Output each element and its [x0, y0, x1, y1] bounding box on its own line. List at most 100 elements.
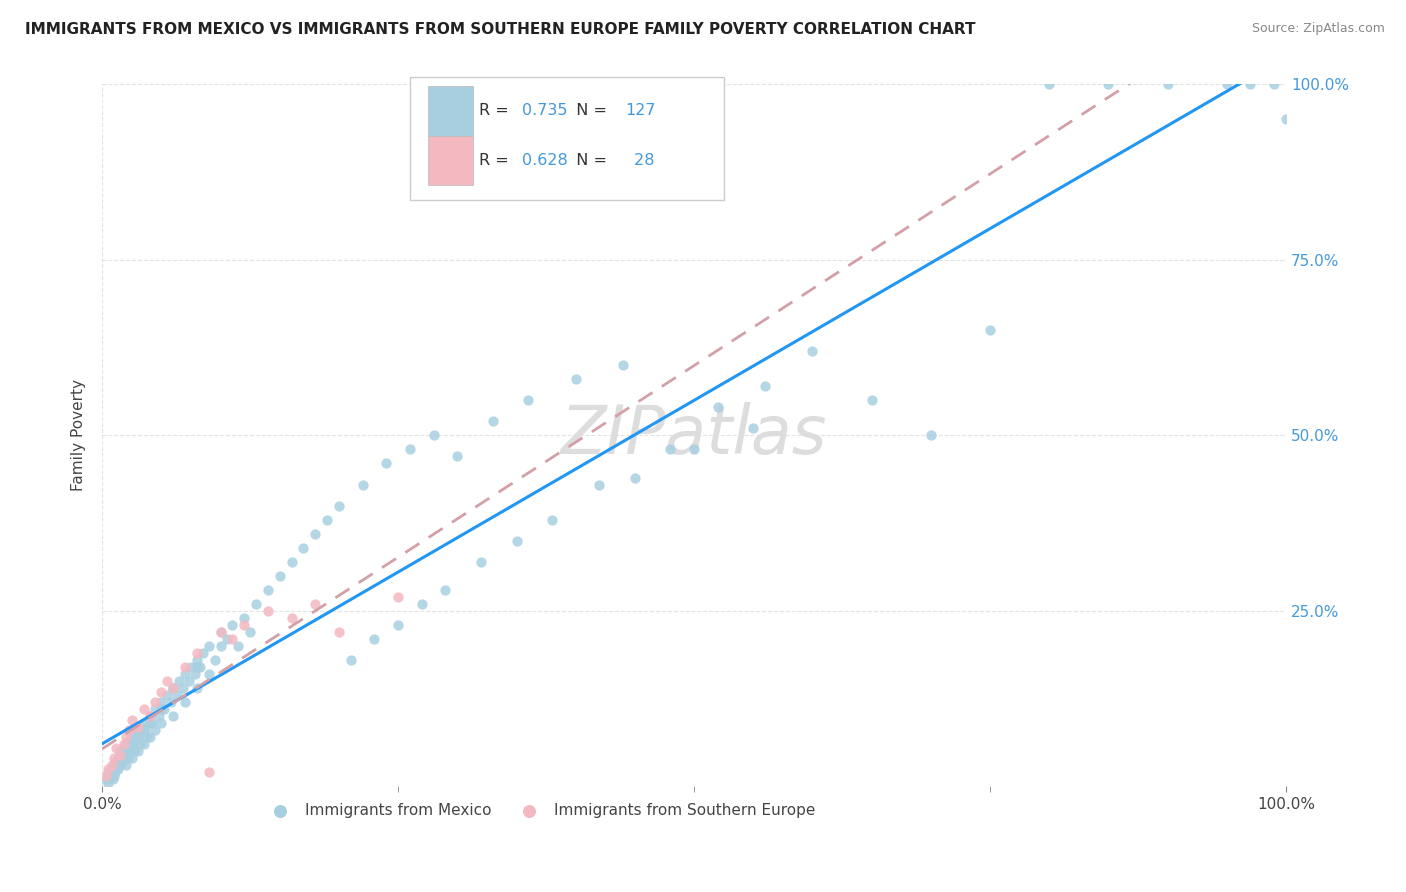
Point: [304, 597, 326, 611]
Point: [624, 470, 647, 484]
Point: [103, 769, 125, 783]
Point: [245, 597, 267, 611]
Point: [103, 751, 125, 765]
Point: [136, 731, 159, 745]
Point: [100, 765, 122, 780]
Point: [754, 379, 776, 393]
Point: [387, 590, 409, 604]
Point: [138, 731, 160, 745]
Point: [801, 344, 824, 359]
Point: [103, 758, 125, 772]
Point: [115, 744, 138, 758]
Point: [434, 582, 457, 597]
Point: [221, 632, 243, 646]
Point: [132, 716, 155, 731]
Point: [209, 639, 232, 653]
Point: [422, 428, 444, 442]
Text: 127: 127: [626, 103, 657, 119]
Point: [304, 526, 326, 541]
Point: [541, 513, 564, 527]
Text: R =: R =: [478, 103, 513, 119]
Text: N =: N =: [567, 103, 613, 119]
Point: [122, 737, 145, 751]
Point: [1156, 78, 1178, 92]
Point: [172, 681, 194, 695]
Point: [197, 765, 219, 780]
Point: [659, 442, 682, 457]
Point: [115, 731, 138, 745]
Point: [180, 660, 202, 674]
Point: [124, 727, 146, 741]
Point: [1275, 112, 1298, 127]
Point: [97, 765, 120, 780]
Point: [138, 709, 160, 723]
Point: [121, 751, 143, 765]
Point: [141, 716, 163, 731]
Point: [156, 688, 179, 702]
Text: 28: 28: [628, 153, 654, 168]
Point: [257, 582, 280, 597]
Point: [517, 393, 540, 408]
Point: [121, 731, 143, 745]
Point: [129, 720, 152, 734]
Point: [411, 597, 433, 611]
Point: [363, 632, 385, 646]
Point: [387, 618, 409, 632]
Point: [152, 702, 174, 716]
Point: [127, 731, 149, 745]
Point: [148, 709, 170, 723]
Point: [112, 737, 135, 751]
Point: [150, 716, 173, 731]
Point: [280, 611, 302, 625]
Point: [166, 688, 188, 702]
Point: [186, 646, 208, 660]
Point: [174, 660, 197, 674]
Point: [111, 755, 134, 769]
Point: [97, 762, 120, 776]
Point: [742, 421, 765, 435]
Point: [1263, 78, 1285, 92]
Point: [100, 762, 122, 776]
Point: [134, 723, 156, 738]
Point: [127, 720, 149, 734]
Text: R =: R =: [478, 153, 513, 168]
Point: [162, 681, 184, 695]
Point: [120, 740, 142, 755]
Point: [107, 751, 129, 765]
Point: [233, 618, 256, 632]
Point: [127, 723, 149, 738]
Point: [145, 723, 167, 738]
Point: [115, 737, 138, 751]
Point: [104, 765, 127, 780]
Point: [101, 772, 124, 787]
Point: [280, 555, 302, 569]
Point: [94, 769, 117, 783]
Point: [110, 751, 132, 765]
Point: [138, 709, 160, 723]
Point: [209, 625, 232, 640]
Point: [197, 667, 219, 681]
Point: [162, 681, 184, 695]
Point: [121, 737, 143, 751]
Point: [150, 695, 173, 709]
Point: [160, 695, 183, 709]
Point: [257, 604, 280, 618]
Point: [190, 660, 212, 674]
FancyBboxPatch shape: [411, 78, 724, 200]
Text: 0.628: 0.628: [523, 153, 568, 168]
Point: [197, 639, 219, 653]
FancyBboxPatch shape: [427, 136, 472, 185]
Point: [292, 541, 315, 555]
Point: [145, 702, 167, 716]
Point: [108, 758, 131, 772]
Point: [107, 762, 129, 776]
Point: [162, 681, 184, 695]
Point: [186, 660, 208, 674]
Point: [233, 611, 256, 625]
Point: [706, 401, 728, 415]
Point: [186, 653, 208, 667]
Point: [1239, 78, 1261, 92]
Point: [174, 667, 197, 681]
Text: Source: ZipAtlas.com: Source: ZipAtlas.com: [1251, 22, 1385, 36]
Point: [191, 646, 214, 660]
